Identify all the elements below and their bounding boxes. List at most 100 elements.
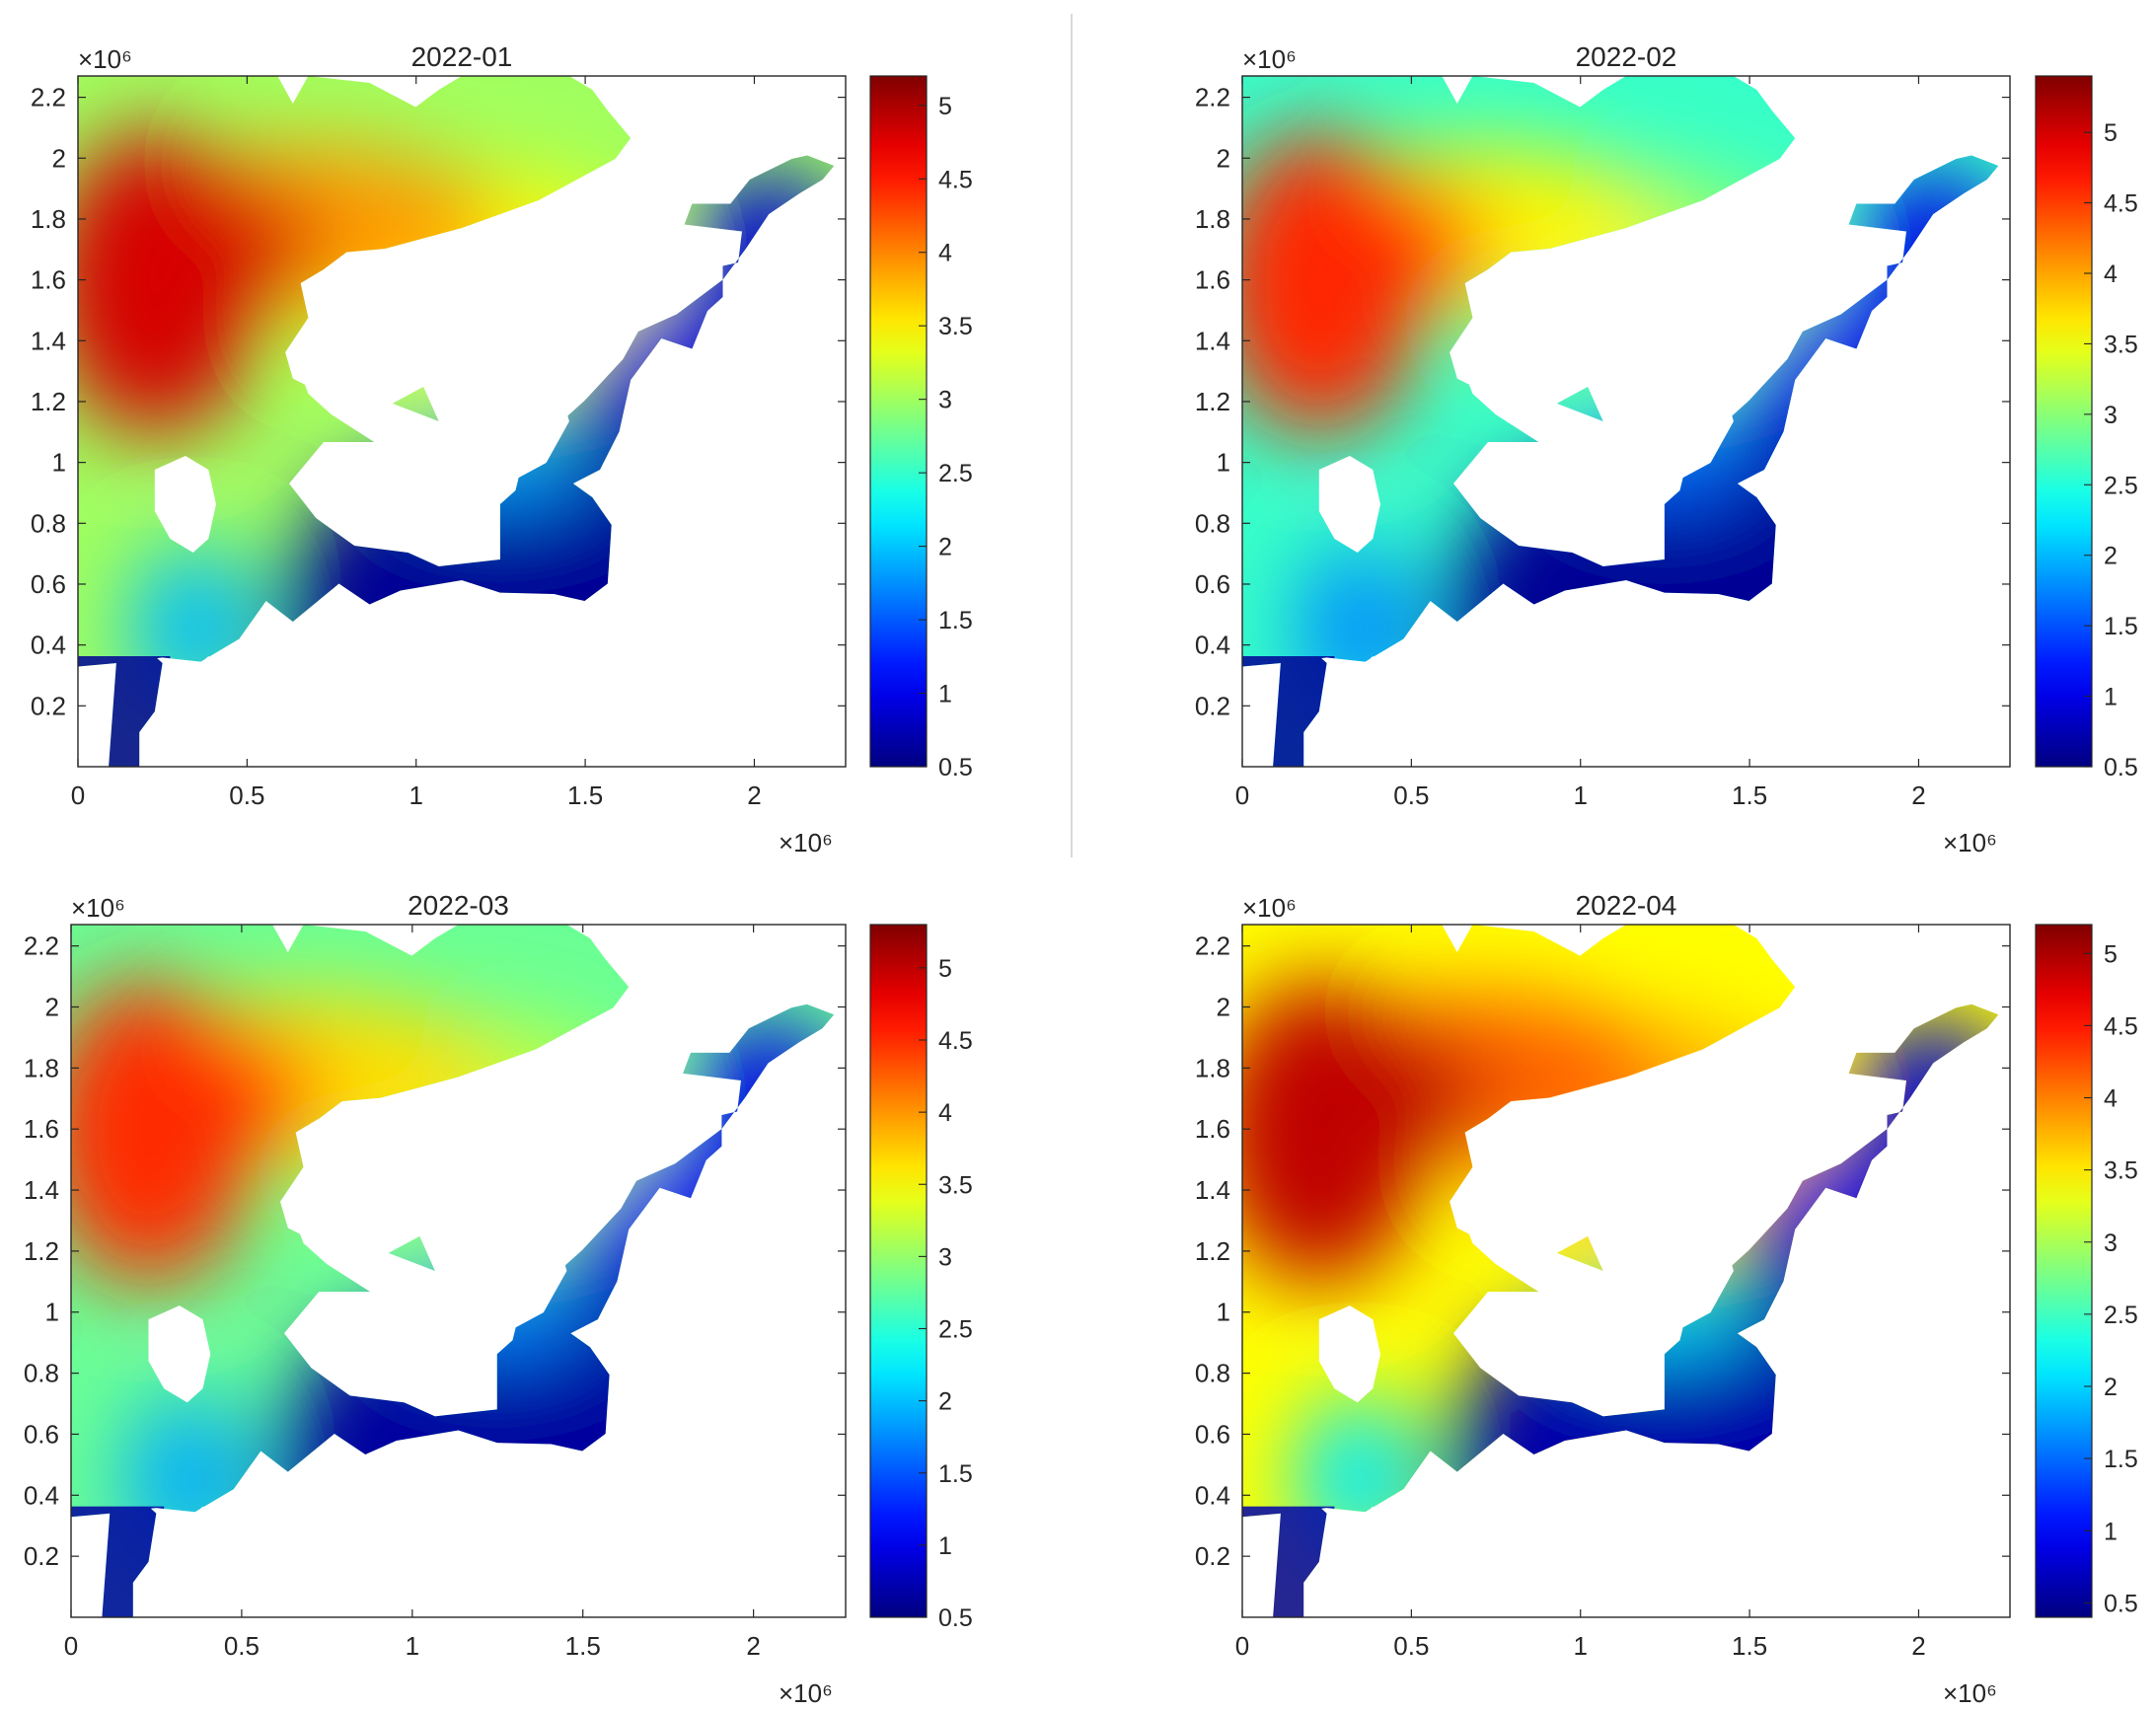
land-mass — [1318, 456, 1380, 553]
y-tick-label: 0.6 — [1195, 569, 1230, 599]
colorbar-tick-label: 4 — [938, 240, 952, 267]
x-tick-label: 0.5 — [224, 1631, 260, 1661]
colorbar-tick-label: 5 — [938, 93, 952, 120]
y-tick-label: 1.2 — [24, 1236, 59, 1266]
y-tick-label: 1 — [52, 448, 66, 478]
colorbar-tick-label: 1.5 — [2104, 1446, 2138, 1473]
y-tick-label: 2 — [1217, 143, 1230, 173]
y-tick-label: 1.6 — [1195, 265, 1230, 295]
panel-2022-04: 0 0.5 1 1.5 20.20.40.60.811.21.41.61.822.220… — [1195, 890, 2138, 1708]
x-tick-label: 1 — [1573, 1631, 1587, 1661]
land-mass — [507, 718, 569, 767]
x-tick-label: 1 — [409, 781, 422, 810]
y-tick-label: 1.2 — [1195, 387, 1230, 416]
field-blob — [102, 1028, 320, 1167]
x-tick-label: 0 — [1235, 781, 1249, 810]
y-tick-label: 1.4 — [31, 326, 66, 355]
axes-box — [1241, 75, 2011, 768]
y-tick-label: 0.2 — [24, 1541, 59, 1571]
colorbar-tick-label: 0.5 — [938, 1604, 973, 1632]
land-mass — [148, 1506, 312, 1617]
y-tick-label: 1.4 — [1195, 1175, 1230, 1205]
y-tick-label: 1 — [1217, 1298, 1230, 1327]
x-tick-label: 0 — [1235, 1631, 1249, 1661]
panel-title: 2022-02 — [1576, 41, 1677, 72]
x-tick-label: 1.5 — [565, 1631, 601, 1661]
colorbar-tick-label: 2 — [938, 534, 952, 561]
y-tick-label: 1.2 — [31, 387, 66, 416]
y-tick-label: 2.2 — [1195, 931, 1230, 961]
y-tick-label: 0.2 — [1195, 691, 1230, 720]
land-mass — [1795, 490, 1841, 532]
colorbar-tick-label: 3.5 — [2104, 1157, 2138, 1185]
y-tick-label: 1 — [45, 1298, 59, 1327]
x-tick-label: 1 — [1573, 781, 1587, 810]
colorbar-tick-label: 3.5 — [938, 313, 973, 340]
x-tick-label: 1.5 — [1732, 781, 1767, 810]
y-tick-label: 0.4 — [1195, 631, 1230, 660]
x-tick-label: 0 — [71, 781, 85, 810]
colorbar-tick-label: 0.5 — [2104, 1590, 2138, 1617]
x-tick-label: 1 — [406, 1631, 419, 1661]
colorbar-tick-label: 3.5 — [938, 1171, 973, 1199]
y-tick-label: 1.8 — [1195, 1053, 1230, 1082]
y-tick-label: 0.4 — [31, 631, 66, 660]
colorbar — [2035, 924, 2093, 1618]
colorbar — [869, 75, 928, 768]
colorbar-tick-label: 1.5 — [938, 607, 973, 634]
y-tick-label: 0.2 — [1195, 1541, 1230, 1571]
y-tick-label: 2 — [1217, 992, 1230, 1021]
y-tick-label: 2 — [45, 992, 59, 1021]
y-tick-label: 0.8 — [24, 1359, 59, 1388]
colorbar-tick-label: 3.5 — [2104, 331, 2138, 358]
colorbar-tick-label: 1 — [2104, 684, 2118, 711]
panel-2022-01: 0 0.5 1 1.5 20.20.40.60.811.21.41.61.822.220… — [31, 41, 973, 857]
y-exponent-label: ×10⁶ — [1242, 44, 1297, 74]
colorbar-tick-label: 3 — [2104, 402, 2118, 429]
y-tick-label: 2.2 — [1195, 83, 1230, 112]
land-mass — [154, 656, 317, 767]
land-mass — [1318, 1506, 1481, 1617]
field-blob — [109, 180, 324, 318]
colorbar-tick-label: 3 — [938, 1243, 952, 1271]
y-exponent-label: ×10⁶ — [71, 893, 125, 923]
x-tick-label: 0.5 — [229, 781, 264, 810]
colorbar-tick-label: 5 — [2104, 119, 2118, 147]
colorbar-tick-label: 3 — [938, 387, 952, 414]
y-tick-label: 0.2 — [31, 691, 66, 720]
axes-box — [70, 924, 847, 1618]
land-mass — [295, 1215, 567, 1334]
colorbar-tick-label: 5 — [938, 955, 952, 983]
field-blob — [1273, 180, 1488, 318]
colorbar-tick-label: 1.5 — [938, 1460, 973, 1488]
y-tick-label: 1.8 — [1195, 204, 1230, 234]
x-tick-label: 1.5 — [1732, 1631, 1767, 1661]
colorbar-tick-label: 4 — [938, 1099, 952, 1127]
land-mass — [1672, 1568, 1734, 1617]
y-tick-label: 0.6 — [31, 569, 66, 599]
y-tick-label: 1.8 — [24, 1053, 59, 1082]
land-mass — [504, 1568, 567, 1617]
colorbar-tick-label: 2.5 — [938, 460, 973, 487]
panel-title: 2022-03 — [408, 890, 509, 921]
axes-box — [77, 75, 847, 768]
x-tick-label: 2 — [746, 1631, 760, 1661]
y-tick-label: 1.4 — [1195, 326, 1230, 355]
y-tick-label: 2.2 — [24, 931, 59, 961]
colorbar-tick-label: 4.5 — [2104, 190, 2138, 218]
land-mass — [300, 366, 569, 484]
colorbar-tick-label: 4.5 — [938, 1027, 973, 1055]
land-mass — [1795, 1340, 1841, 1382]
x-tick-label: 2 — [747, 781, 761, 810]
land-mass — [629, 1340, 676, 1382]
x-tick-label: 0.5 — [1393, 781, 1429, 810]
panel-title: 2022-04 — [1576, 890, 1677, 921]
x-exponent-label: ×10⁶ — [779, 828, 833, 857]
colorbar-tick-label: 1 — [2104, 1518, 2118, 1545]
x-exponent-label: ×10⁶ — [1943, 1678, 1997, 1708]
y-exponent-label: ×10⁶ — [1242, 893, 1297, 923]
colorbar-tick-label: 2.5 — [938, 1316, 973, 1344]
land-mass — [631, 490, 677, 532]
y-tick-label: 0.8 — [31, 508, 66, 538]
